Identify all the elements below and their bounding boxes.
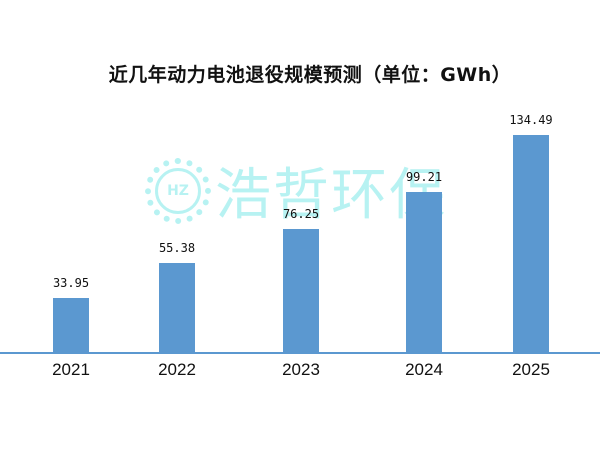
bar-2023 — [283, 229, 319, 353]
category-label: 2021 — [52, 360, 90, 379]
bar-2022 — [159, 263, 195, 353]
chart-title: 近几年动力电池退役规模预测（单位：GWh） — [108, 64, 512, 86]
category-label: 2025 — [512, 360, 550, 379]
value-label: 134.49 — [509, 113, 553, 127]
x-axis-line — [0, 352, 600, 354]
value-label: 76.25 — [282, 207, 320, 221]
bar-2024 — [406, 192, 442, 353]
bar-2021 — [53, 298, 89, 353]
watermark-logo-text: HZ — [155, 167, 201, 214]
category-label: 2024 — [405, 360, 443, 379]
category-label: 2022 — [158, 360, 196, 379]
gear-logo-icon: HZ — [145, 157, 211, 224]
bar-2025 — [513, 135, 549, 353]
value-label: 55.38 — [158, 241, 196, 255]
value-label: 99.21 — [405, 170, 443, 184]
category-label: 2023 — [282, 360, 320, 379]
value-label: 33.95 — [52, 276, 90, 290]
